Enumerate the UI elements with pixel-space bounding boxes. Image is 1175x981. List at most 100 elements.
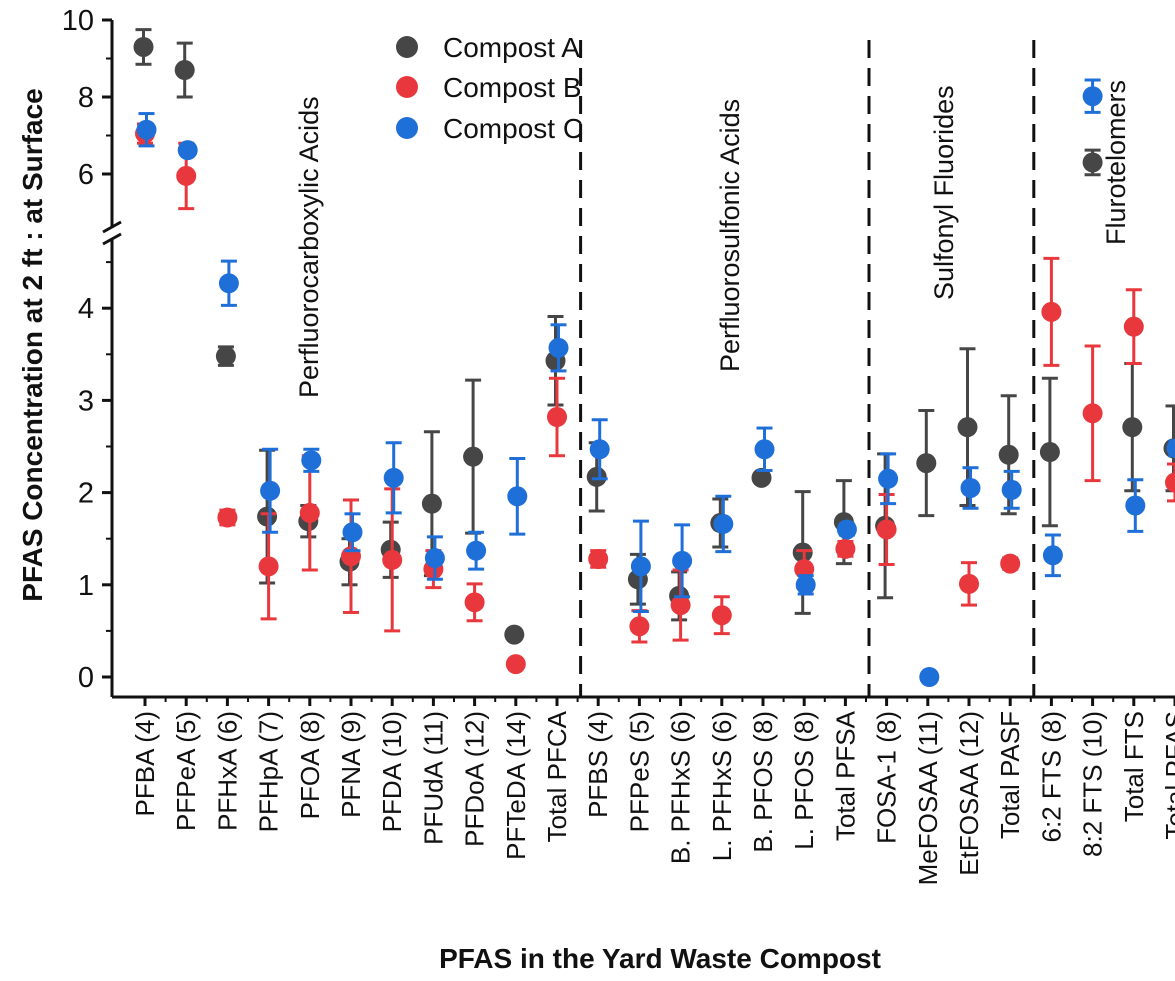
y-tick-label: 4 (78, 293, 94, 325)
y-tick-label: 3 (78, 385, 94, 417)
data-point (998, 444, 1019, 465)
data-point (957, 417, 978, 438)
data-point (959, 573, 979, 594)
group-label: Perfluorocarboxylic Acids (294, 96, 324, 398)
x-tick-label: PFPeA (5) (171, 711, 201, 831)
x-tick-label: Total PFCA (542, 710, 572, 842)
data-point (421, 493, 442, 514)
data-point (751, 467, 772, 488)
data-point (505, 654, 526, 675)
data-point (382, 549, 403, 570)
legend-label: Compost B (443, 72, 582, 103)
group-label: Flurotelomers (1101, 80, 1131, 245)
data-point (463, 446, 484, 467)
data-point (960, 477, 981, 498)
data-point (507, 486, 528, 507)
data-point (672, 550, 693, 571)
data-point (586, 466, 607, 487)
legend-marker (396, 76, 418, 98)
data-point (1001, 479, 1022, 500)
data-point (1042, 545, 1063, 566)
data-point (299, 502, 320, 523)
data-point (424, 548, 445, 569)
x-tick-label: Total PFSA (830, 710, 860, 841)
legend: Compost A Compost B Compost C (396, 32, 583, 144)
data-point (176, 165, 197, 186)
data-point (1082, 86, 1103, 107)
data-point (1122, 417, 1143, 438)
data-point (878, 468, 899, 489)
axes: 0 1 2 3 4 6 8 10 PFBA (4) PFPeA (5) PFHxA (6) PFHpA… (62, 5, 1175, 885)
data-point (836, 519, 857, 540)
data-point (711, 605, 732, 626)
data-point (630, 556, 651, 577)
x-tick-label: L. PFOS (8) (789, 711, 819, 850)
data-point (217, 507, 238, 528)
data-point (1082, 152, 1103, 173)
x-tick-label: B. PFOS (8) (748, 711, 778, 853)
data-point (258, 556, 279, 577)
x-tick-label: PFTeDA (14) (501, 711, 531, 860)
data-point (1041, 301, 1062, 322)
x-tick-label: PFDA (10) (377, 711, 407, 832)
legend-label: Compost A (443, 32, 580, 63)
data-point (548, 337, 569, 358)
data-point (919, 667, 940, 687)
x-tick-label: 6:2 FTS (8) (1036, 711, 1066, 842)
data-point (1165, 472, 1175, 493)
data-point (218, 273, 239, 294)
data-point (504, 624, 525, 645)
y-tick-label: 2 (78, 478, 94, 510)
data-point (629, 616, 650, 637)
x-tick-label: PFHpA (7) (254, 711, 284, 832)
group-label: Perfluorosulfonic Acids (715, 99, 745, 372)
x-tick-label: 8:2 FTS (10) (1078, 711, 1108, 857)
legend-label: Compost C (443, 113, 583, 144)
group-label: Sulfonyl Fluorides (929, 85, 959, 300)
y-tick-label: 10 (62, 5, 94, 37)
data-point (136, 119, 157, 140)
x-axis-title: PFAS in the Yard Waste Compost (439, 943, 881, 974)
data-point (177, 140, 198, 161)
data-point (466, 540, 487, 561)
x-tick-label: PFNA (9) (336, 711, 366, 818)
data-point (464, 592, 485, 613)
data-point (301, 450, 322, 471)
x-tick-label: Total FTS (1119, 711, 1149, 822)
y-tick-label: 0 (78, 662, 94, 694)
data-point (916, 453, 937, 474)
x-tick-label: FOSA-1 (8) (872, 711, 902, 844)
x-tick-label: PFPeS (5) (624, 711, 654, 832)
y-axis-title: PFAS Concentration at 2 ft : at Surface (17, 88, 48, 601)
data-point (795, 574, 816, 595)
data-point (588, 548, 609, 569)
legend-marker (396, 117, 418, 139)
x-tick-label: B. PFHxS (6) (666, 711, 696, 864)
data-point (1123, 316, 1144, 337)
axis-break-mark (102, 232, 122, 246)
x-tick-label: PFHxA (6) (212, 711, 242, 831)
x-tick-label: L. PFHxS (6) (707, 711, 737, 861)
x-tick-label: EtFOSAA (12) (954, 711, 984, 876)
x-tick-label: PFDoA (12) (460, 711, 490, 847)
data-point (589, 439, 610, 460)
data-point (876, 519, 897, 540)
x-tick-label: PFBS (4) (583, 711, 613, 818)
axis-break-mark (102, 220, 122, 234)
x-tick-label: MeFOSAA (11) (913, 711, 943, 885)
data-point (1039, 442, 1060, 463)
x-tick-label: PFBA (4) (130, 711, 160, 816)
x-tick-label: Total PASF (995, 711, 1025, 839)
data-point (342, 522, 363, 543)
data-point (383, 467, 404, 488)
data-point (133, 36, 154, 57)
data-point (260, 480, 281, 501)
data-point (713, 513, 734, 534)
data-point (547, 406, 567, 427)
y-tick-label: 8 (78, 82, 94, 114)
data-point (1125, 495, 1146, 516)
data-point (1000, 553, 1021, 574)
x-tick-label: PFOA (8) (295, 711, 325, 819)
data-marks (133, 28, 1175, 687)
